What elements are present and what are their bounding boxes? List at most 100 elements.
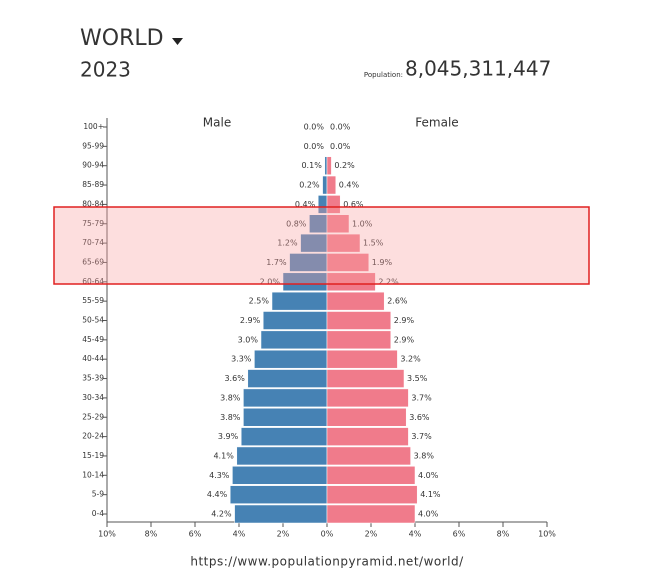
y-tick-label: 50-54 — [82, 316, 104, 325]
value-label: 3.8% — [220, 393, 241, 402]
x-tick-label: 8% — [145, 530, 158, 539]
y-tick-label: 85-89 — [82, 180, 104, 189]
y-tick-label: 15-19 — [82, 451, 104, 460]
value-label: 3.7% — [411, 393, 432, 402]
value-label: 2.9% — [394, 335, 415, 344]
value-label: 1.7% — [266, 258, 287, 267]
value-label: 4.3% — [209, 471, 230, 480]
plot: Male Female 0% 2% 2% 4% 4% 6% 6% 8% 8% 10% 10% 100+ 0.… — [82, 116, 556, 539]
x-tick-label: 4% — [409, 530, 422, 539]
value-label: 0.0% — [304, 142, 325, 151]
value-label: 3.7% — [411, 432, 432, 441]
y-tick-label: 70-74 — [82, 238, 104, 247]
bar — [326, 504, 416, 524]
value-label: 0.6% — [343, 200, 364, 209]
bar — [326, 466, 416, 485]
y-tick-label: 90-94 — [82, 161, 104, 170]
x-tick-label: 4% — [233, 530, 246, 539]
x-tick-label: 6% — [189, 530, 202, 539]
value-label: 2.9% — [240, 316, 261, 325]
y-tick-label: 100+ — [83, 122, 104, 131]
value-label: 2.0% — [260, 277, 281, 286]
y-tick-label: 60-64 — [82, 277, 104, 286]
bar — [326, 427, 409, 446]
bar — [326, 195, 341, 214]
bar — [326, 253, 370, 272]
value-label: 0.8% — [286, 219, 307, 228]
bar — [271, 291, 328, 311]
value-label: 3.9% — [218, 432, 239, 441]
value-label: 0.1% — [301, 161, 322, 170]
x-tick-label: 6% — [453, 530, 466, 539]
y-tick-label: 95-99 — [82, 141, 104, 150]
bar — [260, 330, 328, 350]
bar — [326, 408, 407, 427]
y-tick-label: 30-34 — [82, 393, 104, 402]
y-tick-label: 45-49 — [82, 335, 104, 344]
value-label: 0.0% — [330, 142, 351, 151]
population-label: Population: — [364, 71, 403, 79]
y-tick-label: 5-9 — [92, 490, 104, 499]
bar — [326, 156, 332, 175]
value-label: 0.0% — [304, 123, 325, 132]
region-title: WORLD — [80, 26, 164, 51]
y-tick-label: 80-84 — [82, 199, 104, 208]
value-label: 2.5% — [249, 297, 270, 306]
bar — [326, 233, 361, 253]
x-tick-label: 2% — [365, 530, 378, 539]
y-tick-label: 65-69 — [82, 257, 104, 266]
bar — [240, 427, 328, 446]
bar — [326, 369, 405, 388]
value-label: 0.0% — [330, 123, 351, 132]
x-tick-label: 8% — [497, 530, 510, 539]
bar — [326, 272, 376, 292]
series-label: Male — [203, 116, 231, 130]
value-label: 1.0% — [352, 219, 373, 228]
source-url: https://www.populationpyramid.net/world/ — [190, 555, 464, 569]
bar — [254, 349, 328, 369]
bar — [326, 175, 337, 195]
bar — [324, 156, 328, 175]
y-tick-label: 55-59 — [82, 296, 104, 305]
y-tick-label: 10-14 — [82, 470, 104, 479]
value-label: 0.2% — [334, 161, 355, 170]
bar — [326, 485, 418, 504]
bar — [247, 369, 328, 388]
value-label: 3.6% — [224, 374, 245, 383]
y-tick-label: 25-29 — [82, 412, 104, 421]
value-label: 3.6% — [409, 413, 430, 422]
value-label: 2.6% — [387, 297, 408, 306]
value-label: 1.9% — [372, 258, 393, 267]
bar — [326, 349, 398, 369]
value-label: 4.0% — [418, 510, 439, 519]
value-label: 0.4% — [295, 200, 316, 209]
value-label: 2.2% — [378, 277, 399, 286]
dropdown-arrow[interactable] — [172, 38, 183, 45]
value-label: 3.8% — [414, 451, 435, 460]
value-label: 4.1% — [420, 490, 441, 499]
value-label: 4.4% — [207, 490, 228, 499]
bar — [262, 311, 328, 330]
value-label: 0.2% — [299, 181, 320, 190]
highlight-box — [53, 206, 590, 285]
bar — [243, 388, 328, 408]
value-label: 3.2% — [400, 355, 421, 364]
value-label: 4.2% — [211, 510, 232, 519]
bar — [326, 291, 385, 311]
population: 8,045,311,447 — [405, 57, 551, 81]
x-tick-label: 2% — [277, 530, 290, 539]
bar — [234, 504, 328, 524]
value-label: 3.0% — [238, 335, 259, 344]
y-tick-label: 0-4 — [92, 509, 104, 518]
value-label: 4.1% — [213, 451, 234, 460]
bar — [326, 446, 411, 466]
value-label: 2.9% — [394, 316, 415, 325]
x-tick-label: 10% — [538, 530, 556, 539]
year: 2023 — [80, 58, 131, 82]
bar — [326, 214, 350, 233]
bar — [326, 330, 392, 350]
bar — [232, 466, 328, 485]
value-label: 3.3% — [231, 355, 252, 364]
